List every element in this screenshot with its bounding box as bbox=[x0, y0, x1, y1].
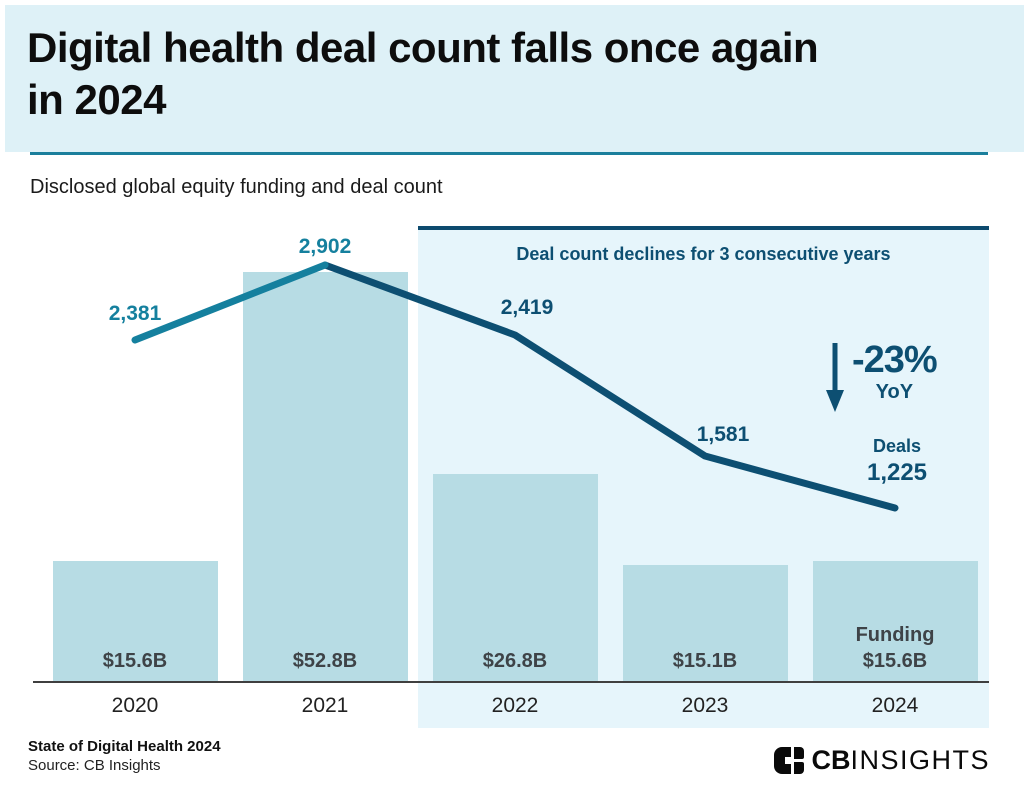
page-title-line2: in 2024 bbox=[27, 76, 166, 123]
deals-label: Deals bbox=[872, 436, 922, 456]
funding-value-label: $26.8B bbox=[482, 650, 548, 672]
year-label-2021: 2021 bbox=[301, 694, 349, 717]
yoy-callout-texts: -23% YoY bbox=[852, 339, 938, 404]
funding-bar-2022: $26.8B bbox=[432, 474, 598, 682]
funding-bar-2020: $15.6B bbox=[52, 561, 218, 682]
highlight-caption-bold: 3 bbox=[719, 244, 730, 264]
header-divider bbox=[30, 152, 988, 155]
cbinsights-logo-icon bbox=[774, 746, 805, 774]
page-title-line1: Digital health deal count falls once aga… bbox=[27, 24, 819, 71]
funding-bar-2024: Funding $15.6B bbox=[812, 561, 978, 682]
x-axis-line bbox=[33, 681, 989, 683]
header-band bbox=[5, 5, 1024, 152]
funding-value-label: $15.6B bbox=[102, 650, 168, 672]
funding-bar-2023: $15.1B bbox=[622, 565, 788, 682]
deals-2024-callout: Deals 1,225 bbox=[832, 436, 962, 487]
down-arrow-icon bbox=[826, 343, 844, 412]
yoy-period-label: YoY bbox=[875, 381, 914, 403]
year-label-2022: 2022 bbox=[491, 694, 539, 717]
highlight-caption-prefix: Deal count declines for bbox=[516, 244, 720, 264]
funding-value-label: Funding $15.6B bbox=[855, 624, 935, 672]
logo-text-insights: INSIGHTS bbox=[850, 744, 990, 775]
cbinsights-logo: CB INSIGHTS bbox=[774, 744, 990, 776]
funding-bar-2021: $52.8B bbox=[242, 272, 408, 682]
year-label-2024: 2024 bbox=[871, 694, 919, 717]
page-title: Digital health deal count falls once aga… bbox=[27, 22, 957, 126]
chart-subtitle: Disclosed global equity funding and deal… bbox=[30, 176, 443, 198]
yoy-callout: -23% YoY bbox=[826, 339, 938, 414]
deal-count-label-2023: 1,581 bbox=[696, 423, 750, 446]
source-line: Source: CB Insights bbox=[28, 757, 161, 774]
footer-attribution: State of Digital Health 2024 Source: CB … bbox=[28, 737, 221, 775]
funding-value-label: $15.1B bbox=[672, 650, 738, 672]
deal-count-label-2022: 2,419 bbox=[500, 296, 554, 319]
funding-value-label: $52.8B bbox=[292, 650, 358, 672]
year-label-2023: 2023 bbox=[681, 694, 729, 717]
deals-2024-value: 1,225 bbox=[866, 459, 928, 486]
deal-count-label-2021: 2,902 bbox=[298, 235, 352, 258]
highlight-caption: Deal count declines for 3 consecutive ye… bbox=[418, 244, 989, 265]
highlight-caption-suffix: consecutive years bbox=[729, 244, 891, 264]
year-label-2020: 2020 bbox=[111, 694, 159, 717]
yoy-change-value: -23% bbox=[852, 339, 938, 381]
deal-count-label-2020: 2,381 bbox=[108, 302, 162, 325]
logo-text-cb: CB bbox=[811, 744, 851, 775]
report-title: State of Digital Health 2024 bbox=[28, 738, 221, 755]
